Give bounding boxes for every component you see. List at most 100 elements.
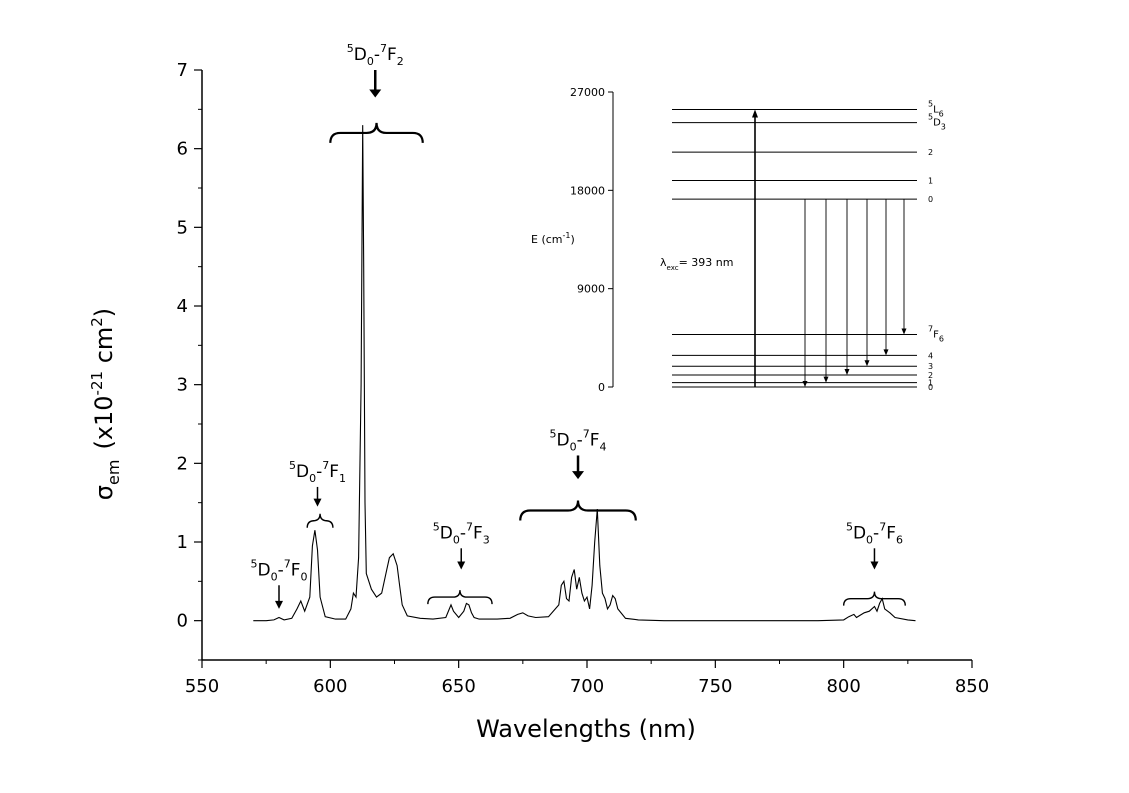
transition-label: 5D0-7F4: [550, 427, 607, 453]
transition-label-part: F: [291, 560, 301, 580]
transition-label-part: -: [460, 523, 466, 543]
transition-label-part: D: [440, 523, 453, 543]
emission-arrow-head: [883, 349, 889, 356]
transition-label: 5D0-7F0: [250, 557, 307, 583]
inset-y-tick-label: 0: [598, 381, 605, 394]
excitation-label: λexc= 393 nm: [660, 256, 733, 272]
arrow-head: [275, 600, 283, 609]
energy-level-label: 3: [928, 362, 933, 371]
y-axis-unit-middle: cm: [90, 327, 118, 371]
x-tick-label: 650: [441, 676, 475, 697]
emission-arrow-head: [864, 360, 870, 367]
inset-y-title-part: E (cm: [531, 233, 563, 246]
arrow-head: [870, 561, 879, 570]
energy-level-label: 5L6: [928, 99, 944, 118]
transition-label: 5D0-7F3: [433, 520, 490, 546]
y-tick-label: 5: [177, 217, 188, 238]
arrow-head: [572, 471, 585, 480]
transition-label-part: 7: [380, 42, 387, 55]
transition-label-part: D: [557, 430, 570, 450]
inset-y-tick-label: 27000: [570, 86, 605, 99]
energy-level-label-part: 3: [941, 123, 946, 132]
transition-label-part: 6: [896, 533, 903, 546]
energy-level-label: 0: [928, 383, 933, 392]
transition-annotations: 5D0-7F05D0-7F15D0-7F25D0-7F35D0-7F45D0-7…: [250, 42, 906, 609]
x-tick-label: 750: [698, 676, 732, 697]
y-axis-unit-prefix: (x10: [90, 395, 118, 449]
energy-level-label-part: F: [933, 330, 939, 341]
transition-label-part: F: [329, 462, 339, 482]
transition-label: 5D0-7F6: [846, 520, 903, 546]
transition-label-part: -: [316, 462, 322, 482]
arrow-head: [457, 561, 466, 570]
transition-label-part: 5: [289, 459, 296, 472]
x-axis-title: Wavelengths (nm): [476, 715, 696, 743]
transition-label-part: 7: [466, 520, 473, 533]
energy-level-label: 1: [928, 379, 933, 388]
x-tick-label: 700: [570, 676, 604, 697]
transition-label-part: 7: [583, 427, 590, 440]
transition-label-part: 1: [339, 472, 346, 485]
transition-label-part: 5: [250, 557, 257, 570]
transition-label-part: 5: [433, 520, 440, 533]
inset-y-title: E (cm-1): [531, 231, 575, 246]
emission-arrow-head: [802, 381, 808, 387]
transition-label-part: 0: [367, 55, 374, 68]
y-tick-label: 7: [177, 60, 188, 81]
y-axis-unit-exponent: -21: [88, 371, 106, 396]
curly-bracket: [842, 591, 906, 606]
transition-annotation-f1: 5D0-7F1: [289, 459, 346, 528]
energy-level-label: 4: [928, 351, 933, 360]
transition-label-part: 0: [271, 570, 278, 583]
transition-annotation-f0: 5D0-7F0: [250, 557, 308, 609]
transition-label-part: -: [278, 560, 284, 580]
excitation-label-part: λ: [660, 256, 667, 269]
transition-label-part: -: [374, 45, 380, 65]
curly-bracket: [427, 590, 493, 605]
transition-label-part: 7: [284, 557, 291, 570]
transition-label-part: 5: [347, 42, 354, 55]
transition-label-part: F: [473, 523, 483, 543]
transition-label-part: F: [387, 45, 397, 65]
energy-level-label-part: 6: [939, 335, 944, 344]
transition-annotation-f2: 5D0-7F2: [329, 42, 424, 143]
main-axes: [201, 70, 972, 661]
emission-arrow-head: [823, 376, 829, 383]
excitation-label-part: exc: [667, 264, 679, 272]
curly-bracket: [329, 122, 424, 143]
y-tick-label: 3: [177, 375, 188, 396]
y-axis-unit-exponent-2: 2: [88, 317, 106, 327]
transition-annotation-f6: 5D0-7F6: [842, 520, 906, 606]
transition-label-part: D: [296, 462, 309, 482]
y-axis-title: σem (x10-21 cm2): [88, 308, 123, 500]
energy-level-label-part: 5: [928, 99, 933, 108]
transition-label-part: 0: [301, 570, 308, 583]
transition-label-part: 5: [846, 520, 853, 533]
energy-level-label-part: 6: [939, 109, 944, 118]
inset-y-tick-label: 18000: [570, 184, 605, 197]
energy-level-label: 2: [928, 148, 933, 157]
energy-level-label: 2: [928, 371, 933, 380]
transition-label-part: D: [257, 560, 270, 580]
energy-level-label-part: 7: [928, 325, 933, 334]
curly-bracket: [519, 500, 637, 521]
svg-text:σem(x10-21 cm2): σem (x10-21 cm2): [88, 308, 123, 500]
main-series: [253, 125, 916, 622]
transition-label-part: 0: [866, 533, 873, 546]
excitation-label-part: = 393 nm: [679, 256, 734, 269]
transition-label-part: 2: [397, 55, 404, 68]
y-axis-subscript: em: [104, 460, 123, 485]
emission-arrow-head: [844, 368, 850, 375]
energy-level-label: 5D3: [928, 113, 946, 132]
transition-label: 5D0-7F1: [289, 459, 346, 485]
y-tick-label: 6: [177, 139, 188, 160]
y-axis-unit-suffix: ): [90, 308, 118, 317]
inset-y-tick-label: 9000: [577, 283, 605, 296]
transition-label-part: -: [873, 523, 879, 543]
y-tick-label: 4: [177, 296, 188, 317]
transition-label-part: 0: [570, 440, 577, 453]
y-axis-symbol: σ: [90, 485, 118, 500]
inset-y-title-part: -1: [563, 231, 571, 240]
